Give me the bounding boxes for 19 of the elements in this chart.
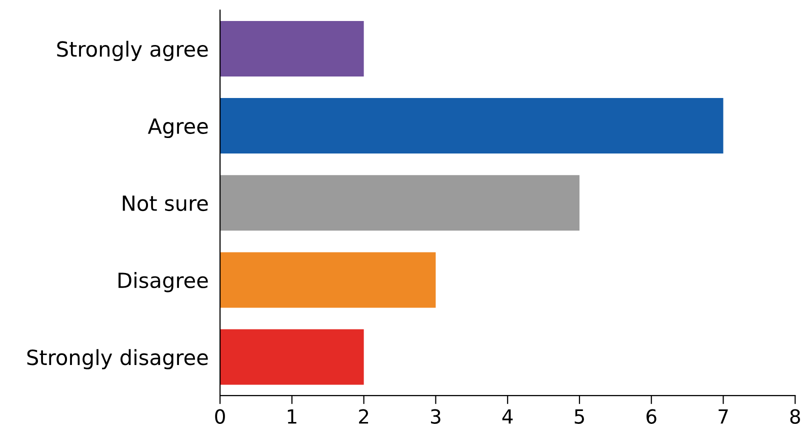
x-tick-label: 1 [288, 409, 296, 424]
bar [220, 98, 724, 154]
y-tick-label: Agree [148, 118, 208, 138]
bar [220, 252, 436, 308]
x-tick-label: 5 [574, 409, 584, 424]
y-tick-label: Strongly disagree [27, 349, 208, 370]
x-tick-label: 8 [790, 409, 800, 424]
y-tick-label: Disagree [118, 272, 208, 292]
y-tick-label: Strongly agree [57, 40, 208, 61]
x-tick-label: 6 [646, 409, 656, 424]
x-tick-label: 0 [215, 409, 225, 424]
x-tick-label: 7 [718, 409, 728, 424]
y-tick-label: Not sure [122, 196, 208, 212]
x-tick-label: 3 [431, 409, 440, 424]
x-tick-label: 2 [359, 409, 368, 424]
bar [220, 329, 364, 385]
x-tick-label: 4 [502, 409, 513, 424]
bar [220, 20, 364, 76]
bar [220, 175, 580, 231]
